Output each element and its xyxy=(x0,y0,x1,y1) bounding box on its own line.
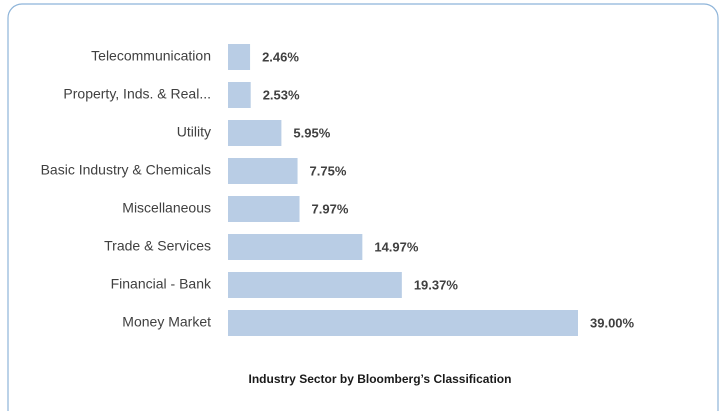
value-label: 7.97% xyxy=(312,201,349,216)
bar xyxy=(228,158,298,184)
category-label: Utility xyxy=(177,124,211,140)
category-label: Financial - Bank xyxy=(111,276,212,292)
bar xyxy=(228,44,251,70)
category-label: Basic Industry & Chemicals xyxy=(41,162,211,178)
value-label: 14.97% xyxy=(374,239,419,254)
value-label: 2.46% xyxy=(262,49,299,64)
category-label: Miscellaneous xyxy=(122,200,211,216)
bar xyxy=(228,310,578,336)
category-label: Money Market xyxy=(122,314,211,330)
category-label: Property, Inds. & Real... xyxy=(63,86,211,102)
bar xyxy=(228,82,251,108)
value-label: 19.37% xyxy=(414,277,459,292)
bar xyxy=(228,120,282,146)
category-label: Trade & Services xyxy=(104,238,211,254)
bar xyxy=(228,196,300,222)
value-label: 39.00% xyxy=(590,315,635,330)
bar xyxy=(228,272,402,298)
chart-title: Industry Sector by Bloomberg’s Classific… xyxy=(249,372,512,386)
value-label: 5.95% xyxy=(293,125,330,140)
bar xyxy=(228,234,363,260)
category-label: Telecommunication xyxy=(91,48,211,64)
chart-frame xyxy=(7,3,719,411)
value-label: 2.53% xyxy=(263,87,300,102)
value-label: 7.75% xyxy=(310,163,347,178)
